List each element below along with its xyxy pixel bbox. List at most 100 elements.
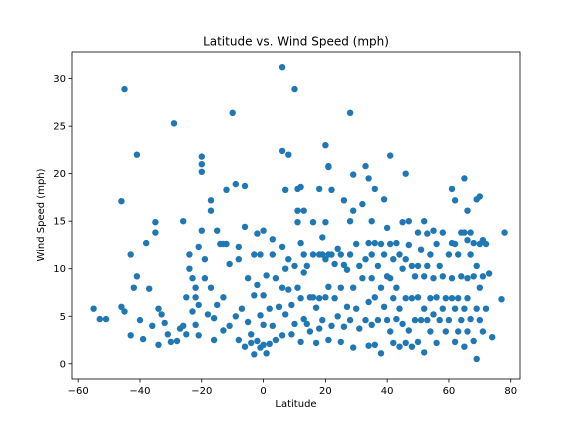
data-point bbox=[369, 322, 375, 328]
data-point bbox=[409, 295, 415, 301]
data-point bbox=[406, 218, 412, 224]
data-point bbox=[350, 208, 356, 214]
data-point bbox=[381, 196, 387, 202]
data-point bbox=[384, 225, 390, 231]
data-point bbox=[183, 331, 189, 337]
data-point bbox=[282, 187, 288, 193]
data-point bbox=[399, 219, 405, 225]
data-point bbox=[279, 148, 285, 154]
data-point bbox=[254, 338, 260, 344]
data-point bbox=[230, 110, 236, 116]
data-point bbox=[424, 230, 430, 236]
data-point bbox=[501, 229, 507, 235]
data-point bbox=[183, 294, 189, 300]
data-point bbox=[461, 229, 467, 235]
data-point bbox=[149, 323, 155, 329]
data-point bbox=[338, 339, 344, 345]
data-point bbox=[446, 251, 452, 257]
data-point bbox=[304, 321, 310, 327]
data-point bbox=[214, 302, 220, 308]
x-tick-label: −40 bbox=[129, 386, 150, 397]
x-tick-label: 80 bbox=[504, 386, 517, 397]
data-point bbox=[236, 244, 242, 250]
data-point bbox=[471, 273, 477, 279]
data-point bbox=[97, 316, 103, 322]
data-point bbox=[245, 319, 251, 325]
data-point bbox=[372, 342, 378, 348]
data-point bbox=[245, 275, 251, 281]
data-point bbox=[291, 263, 297, 269]
data-point bbox=[375, 317, 381, 323]
y-tick-label: 10 bbox=[53, 264, 66, 275]
chart-title: Latitude vs. Wind Speed (mph) bbox=[203, 35, 389, 49]
data-point bbox=[328, 323, 334, 329]
data-point bbox=[239, 306, 245, 312]
data-point bbox=[341, 197, 347, 203]
data-point bbox=[415, 263, 421, 269]
data-point bbox=[301, 269, 307, 275]
data-point bbox=[165, 331, 171, 337]
data-point bbox=[131, 285, 137, 291]
data-point bbox=[390, 295, 396, 301]
data-point bbox=[282, 266, 288, 272]
data-point bbox=[474, 306, 480, 312]
data-point bbox=[458, 273, 464, 279]
data-point bbox=[418, 247, 424, 253]
data-point bbox=[251, 251, 257, 257]
data-point bbox=[279, 285, 285, 291]
data-point bbox=[464, 295, 470, 301]
data-point bbox=[430, 228, 436, 234]
data-point bbox=[430, 311, 436, 317]
data-point bbox=[381, 304, 387, 310]
data-point bbox=[316, 325, 322, 331]
data-point bbox=[279, 332, 285, 338]
data-point bbox=[464, 275, 470, 281]
data-point bbox=[440, 273, 446, 279]
data-point bbox=[387, 152, 393, 158]
data-point bbox=[443, 328, 449, 334]
data-point bbox=[205, 311, 211, 317]
data-point bbox=[464, 237, 470, 243]
data-point bbox=[350, 344, 356, 350]
data-point bbox=[189, 275, 195, 281]
data-point bbox=[369, 275, 375, 281]
data-point bbox=[301, 208, 307, 214]
data-point bbox=[128, 251, 134, 257]
data-point bbox=[310, 219, 316, 225]
data-point bbox=[128, 332, 134, 338]
data-point bbox=[396, 251, 402, 257]
data-point bbox=[378, 350, 384, 356]
data-point bbox=[498, 296, 504, 302]
data-point bbox=[260, 322, 266, 328]
data-point bbox=[362, 163, 368, 169]
data-point bbox=[344, 304, 350, 310]
data-point bbox=[483, 306, 489, 312]
data-point bbox=[155, 342, 161, 348]
data-point bbox=[297, 295, 303, 301]
data-point bbox=[267, 341, 273, 347]
data-point bbox=[325, 284, 331, 290]
data-point bbox=[421, 218, 427, 224]
data-point bbox=[477, 193, 483, 199]
data-point bbox=[486, 270, 492, 276]
data-point bbox=[171, 120, 177, 126]
data-point bbox=[399, 266, 405, 272]
data-point bbox=[233, 313, 239, 319]
data-point bbox=[192, 285, 198, 291]
data-point bbox=[421, 273, 427, 279]
data-point bbox=[353, 241, 359, 247]
data-point bbox=[372, 240, 378, 246]
data-point bbox=[223, 187, 229, 193]
data-point bbox=[331, 261, 337, 267]
data-point bbox=[121, 86, 127, 92]
data-point bbox=[403, 295, 409, 301]
data-point bbox=[270, 251, 276, 257]
data-point bbox=[279, 244, 285, 250]
data-point bbox=[297, 240, 303, 246]
data-point bbox=[421, 306, 427, 312]
data-point bbox=[489, 334, 495, 340]
data-point bbox=[155, 306, 161, 312]
data-point bbox=[134, 273, 140, 279]
data-point bbox=[316, 295, 322, 301]
